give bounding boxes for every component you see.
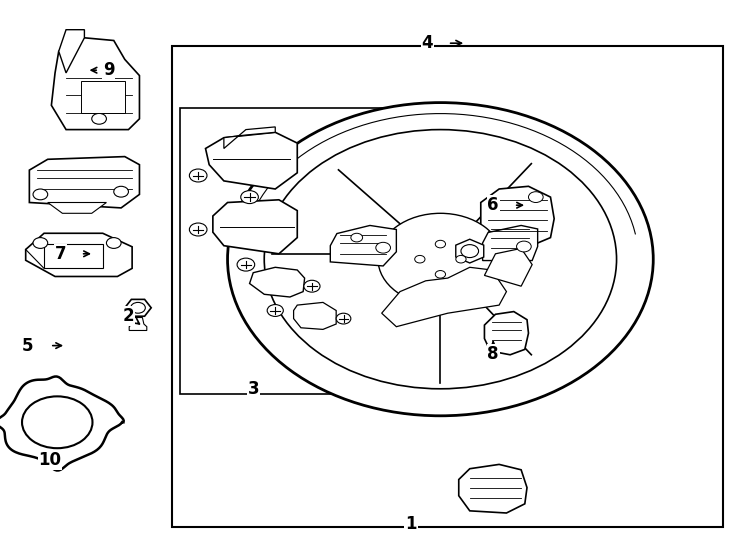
Text: 4: 4 [421, 34, 433, 52]
Circle shape [106, 238, 121, 248]
Circle shape [304, 280, 320, 292]
Text: 6: 6 [487, 196, 499, 214]
Text: 1: 1 [405, 515, 417, 533]
Polygon shape [382, 267, 506, 327]
Bar [172, 46, 723, 526]
Polygon shape [481, 186, 554, 248]
Polygon shape [330, 226, 396, 266]
Bar [81, 81, 125, 113]
Circle shape [228, 103, 653, 416]
Circle shape [336, 313, 351, 324]
Circle shape [378, 213, 503, 305]
Polygon shape [456, 239, 484, 263]
Polygon shape [26, 233, 132, 276]
Polygon shape [213, 200, 297, 254]
Polygon shape [250, 267, 305, 297]
Polygon shape [206, 132, 297, 189]
Circle shape [131, 302, 145, 313]
Text: 8: 8 [487, 345, 499, 363]
Circle shape [33, 238, 48, 248]
Circle shape [461, 245, 479, 258]
Circle shape [241, 191, 258, 204]
Circle shape [22, 396, 92, 448]
Circle shape [114, 186, 128, 197]
Circle shape [189, 223, 207, 236]
Polygon shape [484, 312, 528, 355]
Circle shape [376, 242, 390, 253]
Circle shape [33, 189, 48, 200]
Circle shape [92, 113, 106, 124]
Polygon shape [125, 299, 151, 316]
Polygon shape [129, 318, 147, 330]
Bar [44, 244, 103, 268]
Circle shape [435, 271, 446, 278]
Text: 7: 7 [54, 245, 66, 263]
Polygon shape [224, 127, 275, 148]
Text: 9: 9 [103, 61, 115, 79]
Polygon shape [48, 202, 106, 213]
Circle shape [517, 241, 531, 252]
Text: 5: 5 [22, 336, 34, 355]
Polygon shape [29, 157, 139, 208]
Text: 2: 2 [123, 307, 134, 325]
Text: 3: 3 [247, 380, 259, 398]
Polygon shape [51, 38, 139, 130]
Text: 10: 10 [38, 451, 62, 469]
Circle shape [351, 233, 363, 242]
Circle shape [264, 130, 617, 389]
Circle shape [237, 258, 255, 271]
Polygon shape [483, 226, 537, 260]
Circle shape [189, 169, 207, 182]
Circle shape [415, 255, 425, 263]
Bar [180, 108, 433, 394]
Polygon shape [459, 464, 527, 513]
Polygon shape [294, 302, 336, 329]
Polygon shape [484, 248, 532, 286]
Circle shape [528, 192, 543, 202]
Polygon shape [59, 30, 84, 73]
Circle shape [435, 240, 446, 248]
Circle shape [456, 255, 466, 263]
Circle shape [267, 305, 283, 316]
